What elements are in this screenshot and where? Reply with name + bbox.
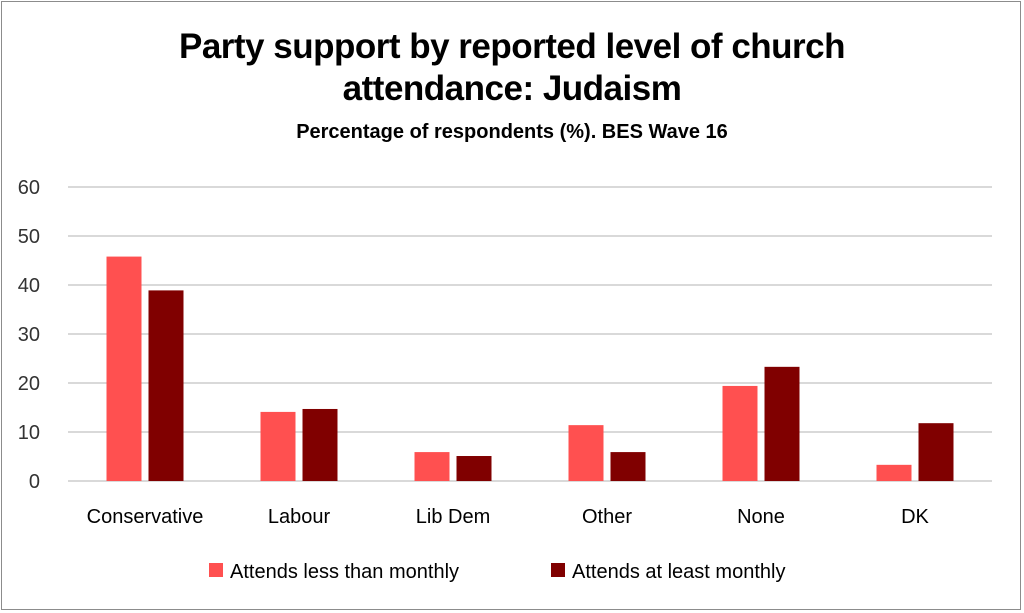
bar-lib-dem-2 <box>456 456 492 481</box>
x-tick-label: Lib Dem <box>416 506 490 528</box>
y-tick-label: 30 <box>18 324 40 346</box>
bar-dk-2 <box>918 423 954 481</box>
chart-title: Party support by reported level of churc… <box>162 26 862 110</box>
x-tick-label: Conservative <box>87 506 204 528</box>
x-tick-label: DK <box>901 506 929 528</box>
bar-labour-2 <box>302 408 338 481</box>
y-tick-label: 40 <box>18 275 40 297</box>
chart-subtitle: Percentage of respondents (%). BES Wave … <box>296 121 728 143</box>
bar-none-2 <box>764 366 800 481</box>
bar-labour-1 <box>260 411 296 481</box>
y-tick-label: 50 <box>18 226 40 248</box>
bar-lib-dem-1 <box>414 452 450 481</box>
x-tick-label: Other <box>582 506 632 528</box>
bar-conservative-2 <box>148 290 184 481</box>
bar-conservative-1 <box>106 256 142 481</box>
x-tick-label: None <box>737 506 785 528</box>
x-tick-label: Labour <box>268 506 331 528</box>
y-tick-label: 10 <box>18 422 40 444</box>
y-tick-label: 20 <box>18 373 40 395</box>
legend-label: Attends at least monthly <box>572 561 785 583</box>
bar-dk-1 <box>876 464 912 481</box>
legend-label: Attends less than monthly <box>230 561 459 583</box>
y-tick-label: 0 <box>29 471 40 493</box>
y-tick-label: 60 <box>18 177 40 199</box>
legend-swatch <box>551 563 565 577</box>
bar-other-1 <box>568 425 604 481</box>
legend-swatch <box>209 563 223 577</box>
bar-none-1 <box>722 385 758 481</box>
chart-title-text: Party support by reported level of churc… <box>178 27 846 108</box>
bar-other-2 <box>610 452 646 481</box>
